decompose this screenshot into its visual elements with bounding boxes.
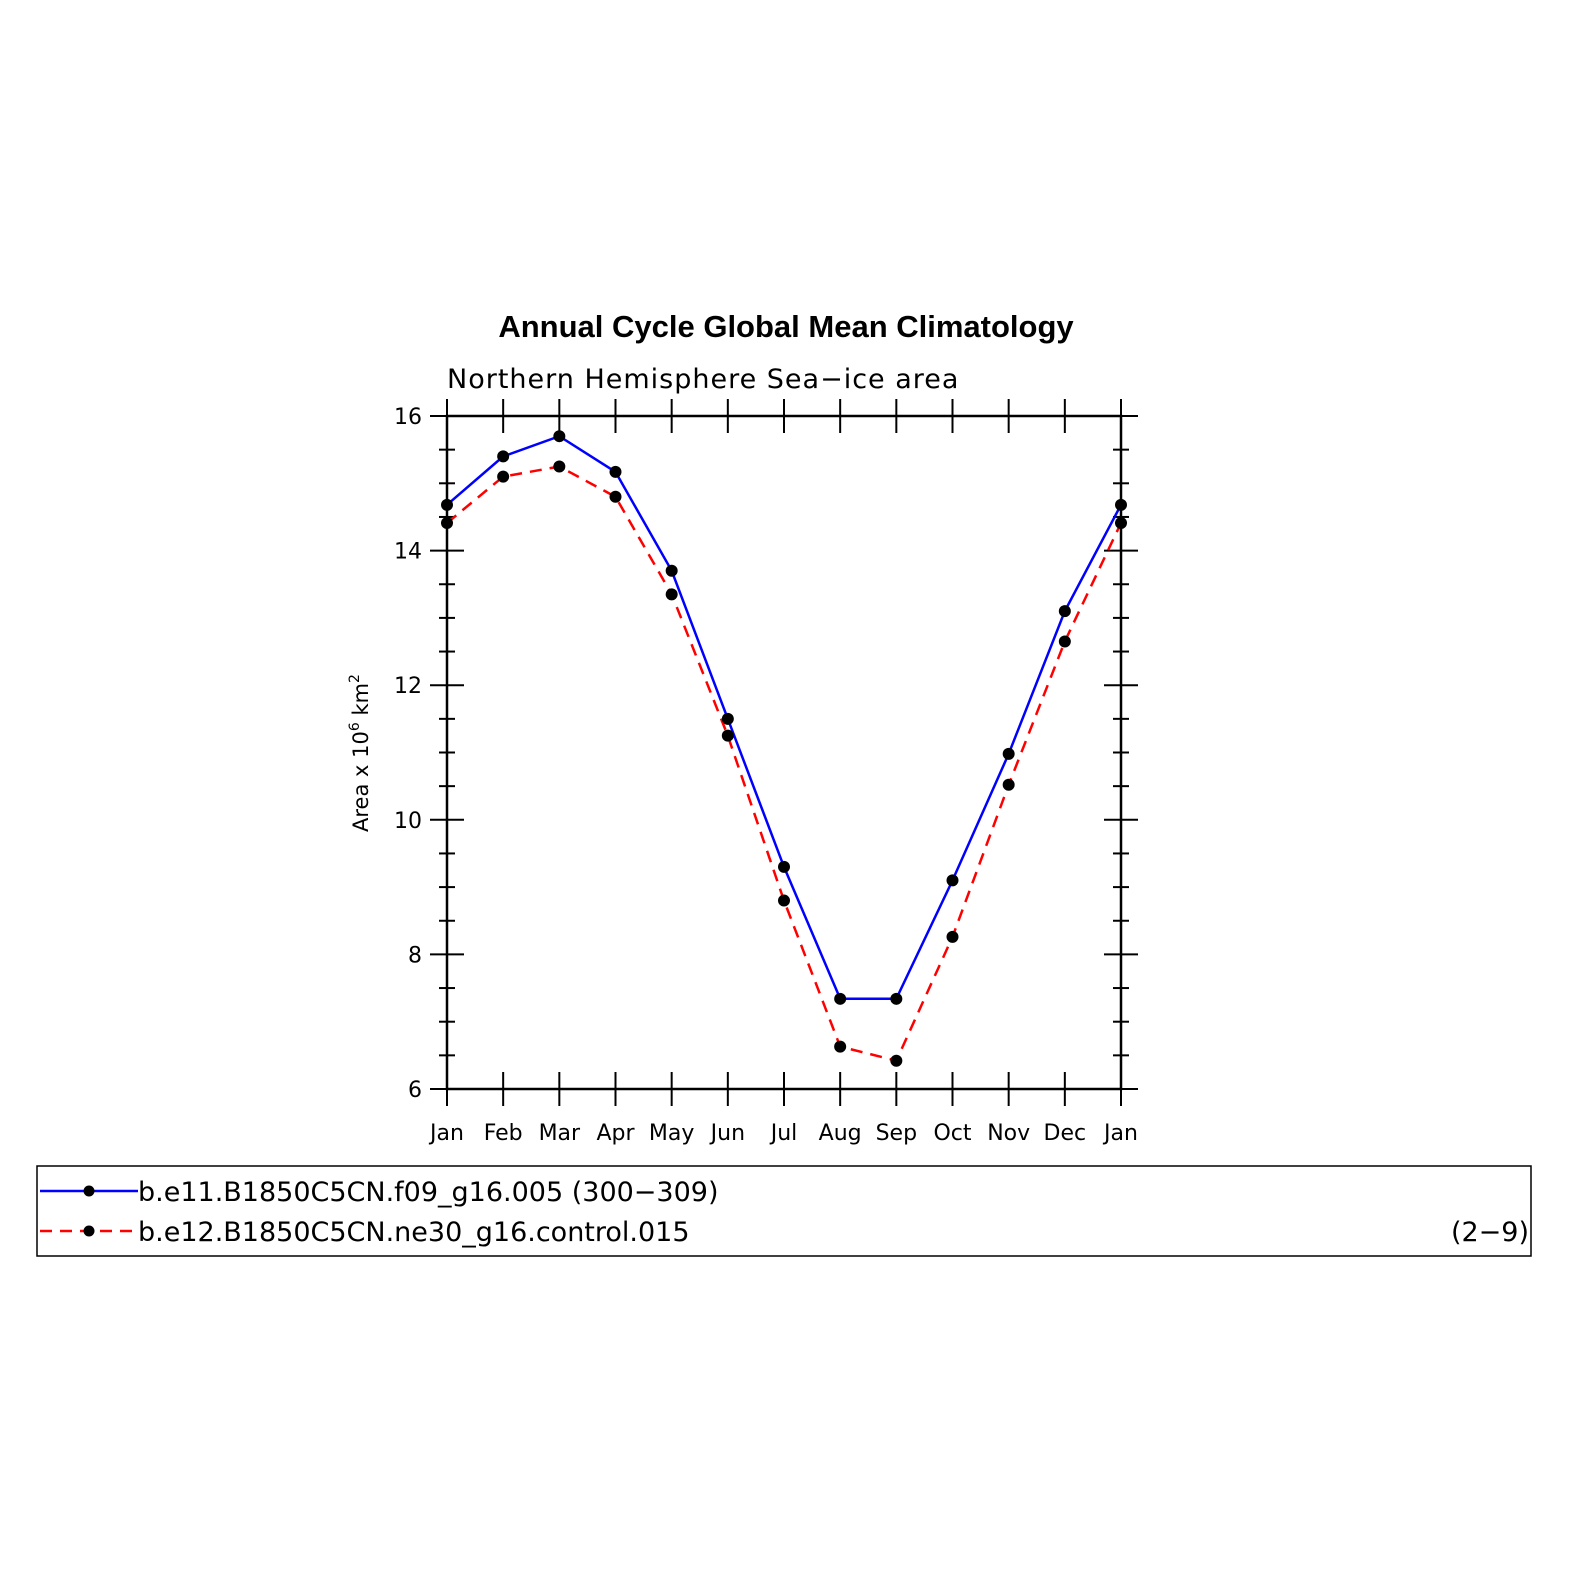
y-axis-label: Area x 106 km2 xyxy=(347,674,373,832)
x-tick-label: Nov xyxy=(987,1121,1030,1146)
chart-title: Annual Cycle Global Mean Climatology xyxy=(498,309,1074,344)
axis-ticks xyxy=(430,399,1138,1106)
x-tick-label: Dec xyxy=(1044,1121,1087,1146)
data-point-series-2 xyxy=(721,729,734,742)
data-point-series-2 xyxy=(609,490,622,503)
data-point-series-2 xyxy=(553,460,566,473)
data-point-series-2 xyxy=(1002,778,1015,791)
y-tick-label: 8 xyxy=(408,943,422,968)
y-tick-label: 16 xyxy=(394,405,422,430)
data-point-series-2 xyxy=(778,894,790,907)
series-points xyxy=(441,430,1127,1067)
series-lines xyxy=(446,434,1123,1063)
data-point-series-2 xyxy=(441,517,453,530)
y-tick-label: 12 xyxy=(394,674,422,699)
x-tick-label: Apr xyxy=(596,1121,635,1146)
y-tick-label: 14 xyxy=(394,540,422,565)
series-line-1 xyxy=(446,434,1123,1001)
legend-box xyxy=(36,1165,1532,1257)
legend: b.e11.B1850C5CN.f09_g16.005 (300−309) b.… xyxy=(36,1165,1532,1257)
data-point-series-2 xyxy=(834,1040,847,1053)
x-tick-label: Jan xyxy=(428,1121,464,1146)
data-point-series-2 xyxy=(1115,517,1127,530)
data-point-series-1 xyxy=(834,992,847,1005)
legend-marker-series-2 xyxy=(83,1225,95,1237)
data-point-series-1 xyxy=(721,712,734,725)
x-tick-label: Jun xyxy=(709,1121,745,1146)
data-point-series-2 xyxy=(497,470,510,483)
data-point-series-1 xyxy=(946,874,959,887)
x-tick-label: Oct xyxy=(933,1121,971,1146)
data-point-series-2 xyxy=(665,588,678,601)
x-tick-label: Aug xyxy=(819,1121,862,1146)
x-tick-labels: Jan Feb Mar Apr May Jun Jul Aug Sep Oct Nov Dec Jan xyxy=(428,1121,1138,1146)
x-tick-label: Jan xyxy=(1102,1121,1138,1146)
legend-marker-series-1 xyxy=(83,1185,95,1197)
y-tick-label: 6 xyxy=(408,1078,422,1103)
data-point-series-2 xyxy=(1058,635,1071,648)
legend-label-series-1: b.e11.B1850C5CN.f09_g16.005 (300−309) xyxy=(138,1177,719,1208)
legend-label-series-2: b.e12.B1850C5CN.ne30_g16.control.015 xyxy=(138,1217,690,1248)
plot-frame xyxy=(445,414,1123,1091)
data-point-series-1 xyxy=(553,430,566,443)
data-point-series-2 xyxy=(946,930,959,943)
chart-subtitle: Northern Hemisphere Sea−ice area xyxy=(447,364,959,395)
x-tick-label: Mar xyxy=(539,1121,581,1146)
data-point-series-1 xyxy=(609,465,622,478)
data-point-series-2 xyxy=(890,1054,903,1067)
data-point-series-1 xyxy=(890,992,903,1005)
y-tick-label: 10 xyxy=(394,809,422,834)
data-point-series-1 xyxy=(497,450,510,463)
x-tick-label: Feb xyxy=(484,1121,523,1146)
data-point-series-1 xyxy=(1002,747,1015,760)
data-point-series-1 xyxy=(665,564,678,577)
data-point-series-1 xyxy=(441,498,453,511)
x-tick-label: Sep xyxy=(876,1121,917,1146)
y-tick-labels: 6 8 10 12 14 16 xyxy=(394,405,422,1103)
data-point-series-1 xyxy=(1058,605,1071,618)
x-tick-label: May xyxy=(649,1121,694,1146)
x-tick-label: Jul xyxy=(769,1121,798,1146)
legend-suffix-series-2: (2−9) xyxy=(1451,1217,1529,1248)
series-line-2 xyxy=(446,465,1123,1063)
data-point-series-1 xyxy=(778,860,790,873)
data-point-series-1 xyxy=(1115,498,1127,511)
